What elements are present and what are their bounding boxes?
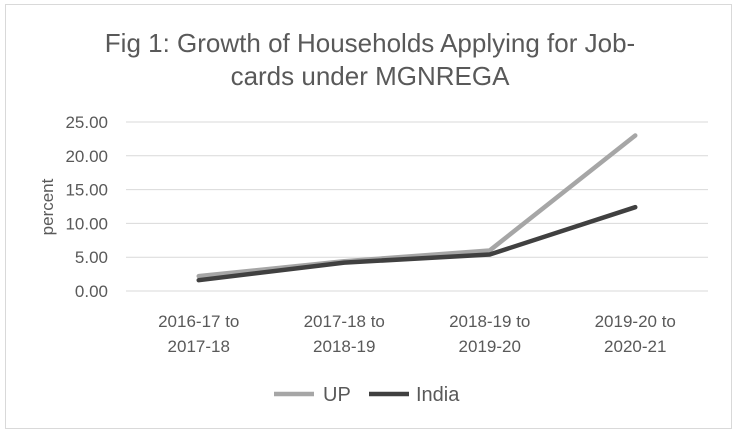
y-axis-title: percent [38, 178, 57, 235]
chart-title-line-1: Fig 1: Growth of Households Applying for… [105, 28, 635, 58]
x-tick-label-2-1: 2019-20 [459, 337, 521, 356]
x-tick-label-0-0: 2016-17 to [158, 312, 239, 331]
x-axis-tick-labels: 2016-17 to 2017-18 2017-18 to 2018-19 2018-1… [158, 312, 676, 356]
series-lines [196, 133, 638, 283]
x-tick-label-2-0: 2018-19 to [449, 312, 530, 331]
y-tick-label-4: 20.00 [65, 147, 108, 166]
x-tick-label-0-1: 2017-18 [168, 337, 230, 356]
y-tick-label-3: 15.00 [65, 181, 108, 200]
y-tick-label-1: 5.00 [75, 248, 108, 267]
y-tick-label-2: 10.00 [65, 214, 108, 233]
x-tick-label-1-0: 2017-18 to [304, 312, 385, 331]
x-tick-label-1-1: 2018-19 [313, 337, 375, 356]
legend: UP India [274, 384, 460, 406]
gridlines [126, 121, 708, 292]
y-tick-label-5: 25.00 [65, 113, 108, 132]
legend-label-up: UP [323, 384, 351, 406]
legend-label-india: India [416, 384, 460, 406]
y-axis-tick-labels: 0.00 5.00 10.00 15.00 20.00 25.00 [65, 113, 108, 301]
series-line-india [196, 204, 638, 283]
x-tick-label-3-0: 2019-20 to [595, 312, 676, 331]
series-line-up [196, 133, 638, 279]
x-tick-label-3-1: 2020-21 [604, 337, 666, 356]
chart-title-line-2: cards under MGNREGA [231, 61, 511, 91]
y-tick-label-0: 0.00 [75, 282, 108, 301]
